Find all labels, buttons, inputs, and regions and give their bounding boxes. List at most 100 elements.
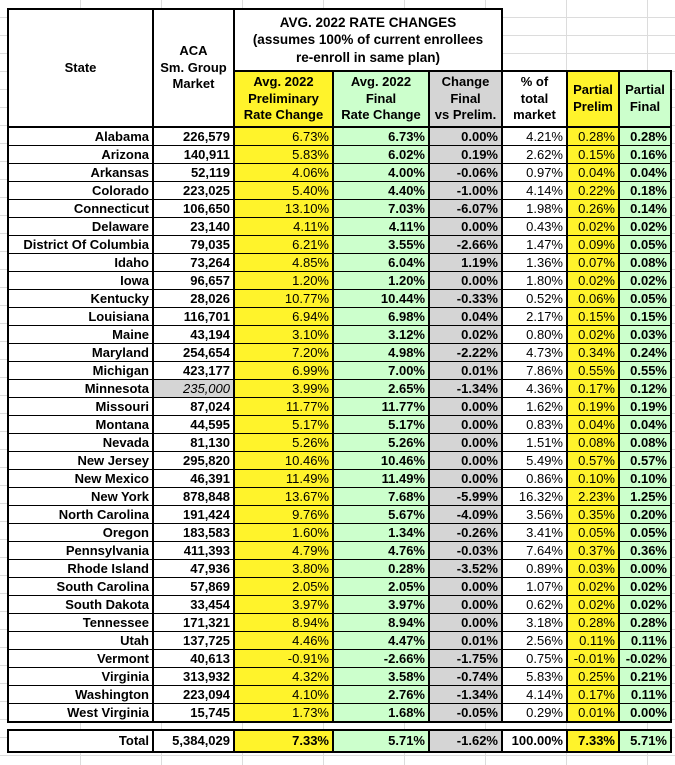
cell-state-name[interactable]: Washington: [7, 685, 154, 704]
cell-final-rate-change[interactable]: 6.73%: [332, 126, 430, 146]
cell-pct-of-market[interactable]: 0.83%: [501, 415, 568, 434]
cell-pct-of-market[interactable]: 1.62%: [501, 397, 568, 416]
cell-prelim-rate-change[interactable]: 11.77%: [233, 397, 334, 416]
cell-partial-prelim[interactable]: 0.03%: [566, 559, 620, 578]
cell-market-size[interactable]: 235,000: [152, 379, 235, 398]
cell-partial-prelim[interactable]: 0.02%: [566, 577, 620, 596]
cell-pct-of-market[interactable]: 0.52%: [501, 289, 568, 308]
cell-partial-prelim[interactable]: 0.09%: [566, 235, 620, 254]
cell-prelim-rate-change[interactable]: 3.99%: [233, 379, 334, 398]
cell-prelim-rate-change[interactable]: 9.76%: [233, 505, 334, 524]
cell-pct-of-market[interactable]: 0.86%: [501, 469, 568, 488]
cell-partial-final[interactable]: 0.28%: [618, 613, 672, 632]
cell-market-size[interactable]: 47,936: [152, 559, 235, 578]
cell-final-rate-change[interactable]: 3.12%: [332, 325, 430, 344]
total-partial-prelim[interactable]: 7.33%: [566, 729, 620, 753]
cell-final-rate-change[interactable]: 4.98%: [332, 343, 430, 362]
cell-final-rate-change[interactable]: 7.00%: [332, 361, 430, 380]
cell-market-size[interactable]: 191,424: [152, 505, 235, 524]
cell-change-final-vs-prelim[interactable]: -5.99%: [428, 487, 503, 506]
cell-partial-prelim[interactable]: 0.02%: [566, 595, 620, 614]
cell-pct-of-market[interactable]: 4.14%: [501, 685, 568, 704]
total-partial-final[interactable]: 5.71%: [618, 729, 672, 753]
header-prelim-rate-change[interactable]: Avg. 2022 Preliminary Rate Change: [233, 70, 334, 128]
cell-pct-of-market[interactable]: 3.18%: [501, 613, 568, 632]
cell-market-size[interactable]: 295,820: [152, 451, 235, 470]
header-merged-title[interactable]: AVG. 2022 RATE CHANGES (assumes 100% of …: [233, 8, 503, 72]
cell-pct-of-market[interactable]: 4.36%: [501, 379, 568, 398]
cell-state-name[interactable]: New York: [7, 487, 154, 506]
cell-partial-final[interactable]: 0.11%: [618, 685, 672, 704]
cell-state-name[interactable]: Arizona: [7, 145, 154, 164]
header-final-rate-change[interactable]: Avg. 2022 Final Rate Change: [332, 70, 430, 128]
cell-final-rate-change[interactable]: 5.67%: [332, 505, 430, 524]
cell-final-rate-change[interactable]: -2.66%: [332, 649, 430, 668]
cell-state-name[interactable]: Missouri: [7, 397, 154, 416]
cell-market-size[interactable]: 171,321: [152, 613, 235, 632]
cell-market-size[interactable]: 33,454: [152, 595, 235, 614]
cell-pct-of-market[interactable]: 1.47%: [501, 235, 568, 254]
cell-state-name[interactable]: Alabama: [7, 126, 154, 146]
cell-partial-final[interactable]: 0.08%: [618, 253, 672, 272]
cell-partial-prelim[interactable]: 0.34%: [566, 343, 620, 362]
cell-final-rate-change[interactable]: 10.44%: [332, 289, 430, 308]
cell-market-size[interactable]: 226,579: [152, 126, 235, 146]
cell-market-size[interactable]: 40,613: [152, 649, 235, 668]
cell-final-rate-change[interactable]: 0.28%: [332, 559, 430, 578]
cell-pct-of-market[interactable]: 2.17%: [501, 307, 568, 326]
cell-change-final-vs-prelim[interactable]: 0.00%: [428, 271, 503, 290]
cell-final-rate-change[interactable]: 4.00%: [332, 163, 430, 182]
cell-pct-of-market[interactable]: 5.49%: [501, 451, 568, 470]
cell-partial-prelim[interactable]: 0.02%: [566, 325, 620, 344]
header-partial-prelim[interactable]: Partial Prelim: [566, 70, 620, 128]
header-change-final-vs-prelim[interactable]: Change Final vs Prelim.: [428, 70, 503, 128]
cell-change-final-vs-prelim[interactable]: -0.06%: [428, 163, 503, 182]
cell-prelim-rate-change[interactable]: 4.32%: [233, 667, 334, 686]
cell-prelim-rate-change[interactable]: 4.06%: [233, 163, 334, 182]
cell-partial-final[interactable]: 0.15%: [618, 307, 672, 326]
cell-partial-final[interactable]: 0.02%: [618, 271, 672, 290]
cell-prelim-rate-change[interactable]: 4.10%: [233, 685, 334, 704]
cell-partial-prelim[interactable]: 0.15%: [566, 307, 620, 326]
total-pct-market[interactable]: 100.00%: [501, 729, 568, 753]
cell-partial-prelim[interactable]: 0.02%: [566, 271, 620, 290]
cell-partial-final[interactable]: 0.05%: [618, 235, 672, 254]
cell-partial-prelim[interactable]: 2.23%: [566, 487, 620, 506]
cell-final-rate-change[interactable]: 1.34%: [332, 523, 430, 542]
cell-pct-of-market[interactable]: 1.98%: [501, 199, 568, 218]
cell-pct-of-market[interactable]: 16.32%: [501, 487, 568, 506]
cell-market-size[interactable]: 878,848: [152, 487, 235, 506]
cell-change-final-vs-prelim[interactable]: 0.01%: [428, 361, 503, 380]
cell-partial-final[interactable]: 0.36%: [618, 541, 672, 560]
cell-partial-prelim[interactable]: 0.37%: [566, 541, 620, 560]
cell-prelim-rate-change[interactable]: 4.85%: [233, 253, 334, 272]
cell-final-rate-change[interactable]: 4.47%: [332, 631, 430, 650]
cell-change-final-vs-prelim[interactable]: 0.00%: [428, 415, 503, 434]
cell-change-final-vs-prelim[interactable]: 0.00%: [428, 126, 503, 146]
cell-partial-prelim[interactable]: 0.28%: [566, 613, 620, 632]
cell-market-size[interactable]: 223,094: [152, 685, 235, 704]
cell-market-size[interactable]: 87,024: [152, 397, 235, 416]
cell-change-final-vs-prelim[interactable]: 0.00%: [428, 577, 503, 596]
cell-partial-prelim[interactable]: 0.05%: [566, 523, 620, 542]
cell-prelim-rate-change[interactable]: 6.73%: [233, 126, 334, 146]
cell-partial-prelim[interactable]: 0.25%: [566, 667, 620, 686]
cell-market-size[interactable]: 106,650: [152, 199, 235, 218]
cell-state-name[interactable]: Maryland: [7, 343, 154, 362]
cell-pct-of-market[interactable]: 3.56%: [501, 505, 568, 524]
cell-prelim-rate-change[interactable]: -0.91%: [233, 649, 334, 668]
total-market[interactable]: 5,384,029: [152, 729, 235, 753]
cell-final-rate-change[interactable]: 4.76%: [332, 541, 430, 560]
cell-partial-prelim[interactable]: 0.04%: [566, 163, 620, 182]
cell-prelim-rate-change[interactable]: 1.60%: [233, 523, 334, 542]
cell-partial-prelim[interactable]: 0.10%: [566, 469, 620, 488]
cell-final-rate-change[interactable]: 4.40%: [332, 181, 430, 200]
total-change[interactable]: -1.62%: [428, 729, 503, 753]
cell-final-rate-change[interactable]: 7.68%: [332, 487, 430, 506]
cell-partial-final[interactable]: 0.19%: [618, 397, 672, 416]
cell-partial-final[interactable]: -0.02%: [618, 649, 672, 668]
cell-pct-of-market[interactable]: 0.80%: [501, 325, 568, 344]
cell-prelim-rate-change[interactable]: 5.17%: [233, 415, 334, 434]
cell-change-final-vs-prelim[interactable]: -2.22%: [428, 343, 503, 362]
cell-pct-of-market[interactable]: 4.73%: [501, 343, 568, 362]
